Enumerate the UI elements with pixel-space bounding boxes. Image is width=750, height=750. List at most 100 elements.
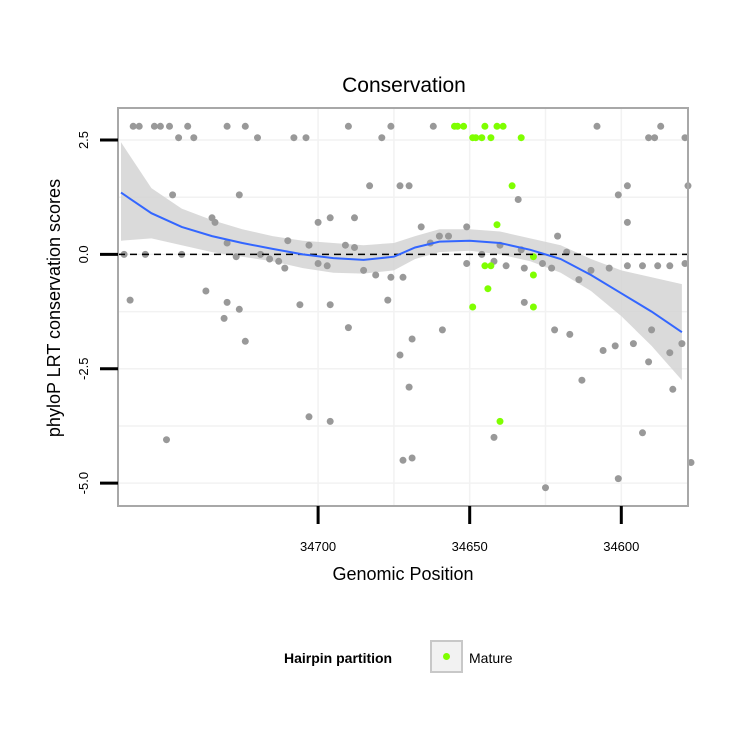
data-point-mature [478,134,486,142]
data-point [241,337,249,345]
panel-background [118,108,688,506]
data-point [687,459,695,466]
data-point-mature [487,262,495,270]
y-tick-label: -5.0 [76,472,91,494]
data-point [520,298,528,306]
data-point [611,342,619,350]
data-point [651,134,659,142]
data-point [166,122,173,130]
data-point [344,122,352,130]
data-point [341,241,349,249]
y-tick-label: 2.5 [76,131,91,149]
data-point-mature [529,303,537,311]
data-point [463,223,471,231]
data-point [629,340,637,348]
data-point [405,383,413,391]
data-point [681,134,689,142]
grid-lines [118,108,688,506]
data-point-mature [508,182,516,190]
data-point [257,250,264,258]
data-point-mature [493,221,501,229]
data-point [408,335,416,343]
data-point [502,262,510,270]
x-tick-label: 34700 [300,539,336,554]
data-point [396,351,404,359]
plot-panel [117,107,695,507]
data-point [372,271,380,279]
data-point [190,134,198,142]
data-point [408,454,416,462]
smooth-fit-line [120,191,683,334]
data-point [551,326,559,334]
data-point [399,273,407,281]
data-point [539,260,546,267]
legend-title: Hairpin partition [284,650,392,666]
data-point [614,475,622,483]
data-point [284,237,292,245]
data-point [135,122,143,130]
data-point [223,239,231,247]
data-point [435,232,443,240]
data-point [554,232,562,240]
y-tick-label: -2.5 [76,358,91,380]
data-point [657,122,665,130]
data-point [542,484,549,492]
data-point [223,298,231,306]
data-point [305,413,313,421]
data-point-mature [472,134,480,142]
data-point [666,262,674,270]
data-point [232,253,240,261]
data-point [314,218,322,226]
data-point [156,122,164,130]
data-point [235,191,243,199]
data-point [175,134,183,142]
data-point [241,122,249,130]
data-point-mature [460,122,468,130]
x-axis-title: Genomic Position [332,564,473,584]
data-point [184,122,192,130]
data-point [326,301,334,309]
data-point [520,264,528,272]
data-point [150,122,158,130]
data-point-mature [481,262,489,270]
data-point [429,122,437,130]
data-point [323,262,331,270]
data-point [211,218,219,226]
data-point-mature [496,417,504,425]
data-point [648,326,656,334]
data-point [396,182,404,190]
x-tick-label: 34600 [603,539,639,554]
data-point [169,191,177,199]
data-point [623,182,631,190]
confidence-ribbon [121,142,682,381]
data-point [387,273,395,281]
data-point [599,347,607,354]
data-point [351,214,358,222]
data-point [326,417,334,425]
data-point [314,260,322,267]
data-point-mature [484,285,492,293]
data-point [463,260,471,267]
legend-mature-point [443,653,450,660]
data-point [126,296,134,304]
data-point-mature [469,303,477,311]
data-point [378,134,386,142]
data-point [326,214,334,222]
data-point [266,255,274,263]
data-point [163,436,170,444]
data-point [366,182,374,190]
data-point [220,314,228,322]
data-point [405,182,413,190]
data-point [302,134,310,142]
data-point [514,196,522,203]
data-point-mature [493,122,501,130]
legend-mature-label: Mature [469,650,513,666]
y-axis: 2.5 0.0 -2.5 -5.0 [76,131,118,494]
data-point [384,296,392,304]
data-point [548,264,556,272]
data-point [666,349,674,357]
data-point [399,456,407,464]
data-point [566,330,574,338]
data-point [575,276,583,284]
data-point [254,134,261,142]
